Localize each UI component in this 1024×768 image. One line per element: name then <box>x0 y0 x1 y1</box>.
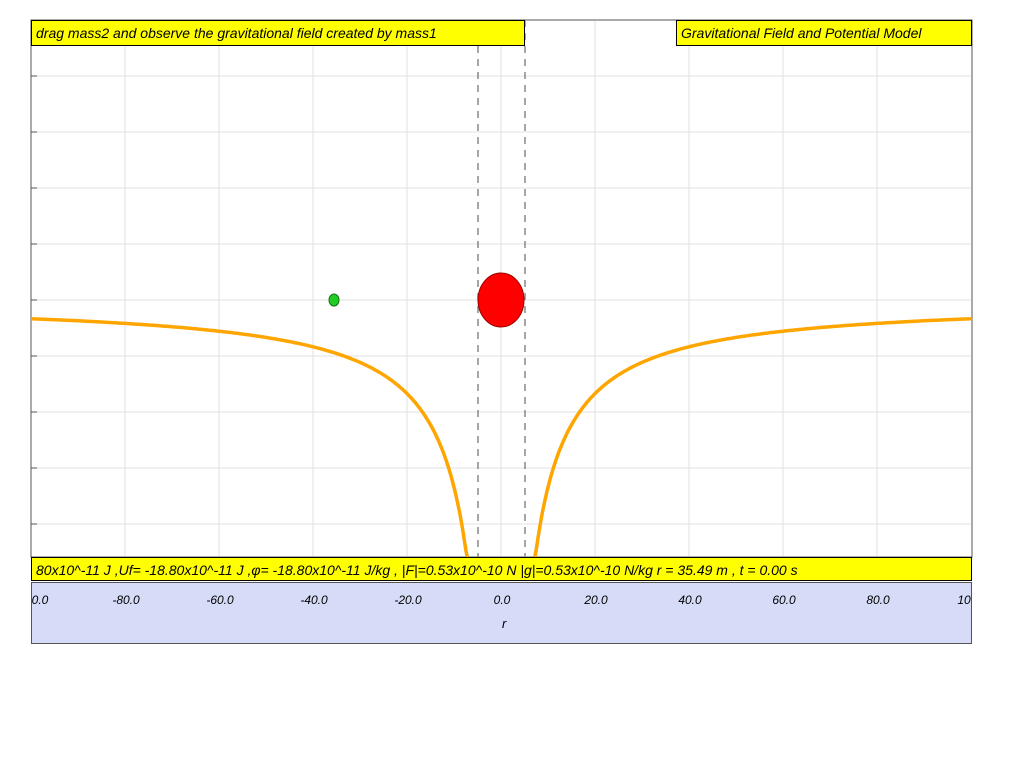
x-tick-label: 0.0 <box>493 593 511 607</box>
potential-curve-left <box>30 316 469 558</box>
x-axis-label: r <box>502 616 507 631</box>
mass2-ball[interactable] <box>328 293 340 307</box>
status-readout: 80x10^-11 J ,Uf= -18.80x10^-11 J ,φ= -18… <box>31 557 972 581</box>
mass1-ball <box>477 272 525 328</box>
x-tick-label: 20.0 <box>584 593 608 607</box>
grid <box>32 21 971 556</box>
title-banner: Gravitational Field and Potential Model <box>676 20 972 46</box>
x-tick-label: 80.0 <box>866 593 890 607</box>
x-tick-label: 60.0 <box>772 593 796 607</box>
potential-curve-right <box>533 316 972 558</box>
x-tick-label: 0.0 <box>31 593 49 607</box>
x-axis-panel: 0.0 -80.0 -60.0 -40.0 -20.0 0.0 20.0 40.… <box>31 582 972 644</box>
x-tick-label: -20.0 <box>394 593 422 607</box>
x-tick-label: -60.0 <box>206 593 234 607</box>
x-tick-label: -40.0 <box>300 593 328 607</box>
x-tick-label: 10 <box>957 593 971 607</box>
x-tick-label: -80.0 <box>112 593 140 607</box>
x-tick-label: 40.0 <box>678 593 702 607</box>
instruction-banner: drag mass2 and observe the gravitational… <box>31 20 525 46</box>
y-ticks <box>31 75 37 525</box>
